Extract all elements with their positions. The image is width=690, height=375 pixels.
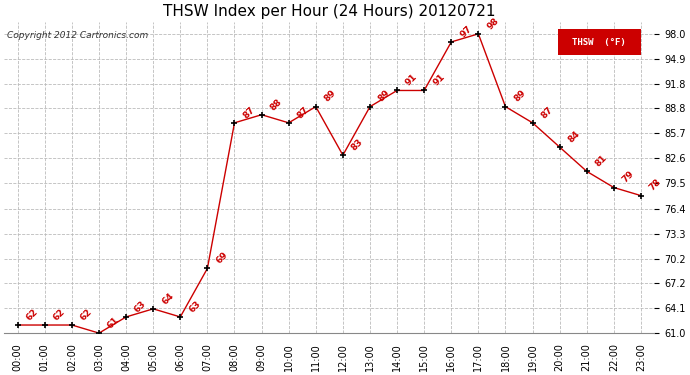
Text: 79: 79 [621, 170, 636, 185]
Text: 62: 62 [25, 307, 40, 322]
Text: 87: 87 [241, 105, 257, 120]
Text: 98: 98 [485, 16, 500, 31]
Text: 89: 89 [377, 88, 392, 104]
Text: 88: 88 [268, 97, 284, 112]
Text: 84: 84 [566, 129, 582, 144]
Text: 62: 62 [79, 307, 94, 322]
Text: 78: 78 [648, 177, 663, 193]
Text: 61: 61 [106, 315, 121, 330]
Text: 91: 91 [404, 72, 420, 88]
Text: 97: 97 [458, 24, 473, 39]
Text: 69: 69 [215, 251, 230, 266]
Text: 63: 63 [133, 299, 148, 314]
Text: 81: 81 [593, 153, 609, 169]
Text: Copyright 2012 Cartronics.com: Copyright 2012 Cartronics.com [8, 31, 148, 40]
Text: 62: 62 [52, 307, 67, 322]
Text: 63: 63 [187, 299, 202, 314]
Text: 89: 89 [513, 88, 528, 104]
Text: THSW  (°F): THSW (°F) [573, 38, 626, 47]
Text: 87: 87 [540, 105, 555, 120]
Title: THSW Index per Hour (24 Hours) 20120721: THSW Index per Hour (24 Hours) 20120721 [163, 4, 495, 19]
Text: 87: 87 [295, 105, 311, 120]
Text: 91: 91 [431, 72, 446, 88]
Text: 89: 89 [323, 88, 338, 104]
Text: 64: 64 [160, 291, 175, 306]
Text: 83: 83 [350, 137, 365, 152]
